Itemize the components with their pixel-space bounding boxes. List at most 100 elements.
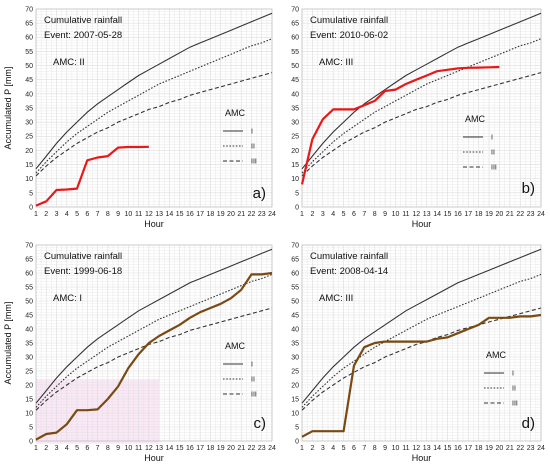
- event-label: Event: 1999-06-18: [44, 266, 122, 277]
- x-tick-label: 18: [207, 445, 215, 452]
- y-tick-label: 35: [291, 105, 299, 112]
- y-tick-label: 50: [25, 298, 33, 305]
- x-tick-label: 8: [106, 445, 110, 452]
- x-tick-label: 8: [106, 211, 110, 218]
- x-tick-label: 6: [85, 445, 89, 452]
- x-tick-label: 19: [217, 445, 225, 452]
- y-tick-label: 15: [291, 162, 299, 169]
- x-tick-label: 12: [145, 211, 153, 218]
- x-tick-label: 9: [383, 445, 387, 452]
- amc-I-curve: [301, 248, 542, 404]
- x-tick-label: 13: [155, 445, 163, 452]
- x-tick-label: 24: [537, 211, 545, 218]
- x-tick-label: 2: [310, 211, 314, 218]
- x-tick-label: 11: [135, 445, 142, 452]
- x-tick-label: 18: [475, 211, 483, 218]
- y-tick-label: 25: [25, 368, 33, 375]
- x-tick-label: 11: [135, 211, 142, 218]
- x-tick-label: 6: [352, 211, 356, 218]
- x-tick-label: 14: [165, 211, 173, 218]
- x-tick-label: 13: [423, 445, 431, 452]
- amc-III-curve: [301, 72, 542, 177]
- legend-title: AMC: [225, 341, 246, 351]
- y-tick-label: 55: [291, 49, 299, 56]
- x-tick-label: 20: [227, 211, 235, 218]
- y-tick-label: 25: [291, 134, 299, 141]
- x-tick-label: 4: [65, 445, 69, 452]
- y-tick-label: 35: [25, 340, 33, 347]
- x-tick-label: 8: [373, 211, 377, 218]
- y-tick-label: 60: [25, 35, 33, 42]
- x-tick-label: 7: [362, 445, 366, 452]
- x-tick-label: 7: [96, 445, 100, 452]
- amc-I-curve: [301, 12, 542, 170]
- x-tick-label: 2: [44, 211, 48, 218]
- amc-I-curve: [35, 12, 273, 170]
- x-tick-label: 7: [96, 211, 100, 218]
- x-tick-label: 17: [196, 445, 204, 452]
- x-tick-label: 16: [454, 445, 462, 452]
- legend-label-I: I: [491, 135, 493, 142]
- y-tick-label: 45: [291, 77, 299, 84]
- x-tick-label: 21: [237, 211, 245, 218]
- y-tick-label: 60: [25, 270, 33, 277]
- y-tick-label: 0: [295, 204, 299, 211]
- y-tick-label: 5: [29, 424, 33, 431]
- y-tick-label: 35: [25, 105, 33, 112]
- x-tick-label: 23: [258, 445, 266, 452]
- y-tick-label: 30: [25, 120, 33, 127]
- x-tick-label: 23: [258, 211, 266, 218]
- x-tick-label: 7: [362, 211, 366, 218]
- legend-label-I: I: [251, 129, 253, 136]
- x-tick-label: 11: [402, 211, 409, 218]
- x-tick-label: 15: [176, 445, 184, 452]
- legend-title: AMC: [486, 350, 507, 360]
- y-axis-title: Accumulated P [mm]: [3, 67, 13, 150]
- x-tick-label: 15: [444, 445, 452, 452]
- x-tick-label: 9: [116, 211, 120, 218]
- y-tick-label: 40: [291, 91, 299, 98]
- amc-II-curve: [301, 38, 542, 174]
- x-tick-label: 17: [196, 211, 204, 218]
- x-tick-label: 4: [331, 445, 335, 452]
- y-tick-label: 50: [291, 298, 299, 305]
- y-tick-label: 15: [291, 396, 299, 403]
- x-tick-label: 22: [516, 445, 524, 452]
- y-tick-label: 40: [25, 326, 33, 333]
- x-tick-label: 2: [44, 445, 48, 452]
- legend-label-II: II: [251, 144, 255, 151]
- legend-title: AMC: [225, 108, 246, 118]
- x-tick-label: 13: [155, 211, 163, 218]
- x-tick-label: 16: [186, 211, 194, 218]
- x-tick-label: 16: [454, 211, 462, 218]
- y-tick-label: 45: [25, 312, 33, 319]
- amc-II-curve: [35, 273, 273, 408]
- y-tick-label: 40: [291, 326, 299, 333]
- x-tick-label: 10: [124, 445, 132, 452]
- event-label: Event: 2007-05-28: [44, 30, 122, 41]
- plot-frame: [301, 244, 542, 442]
- x-tick-label: 3: [321, 211, 325, 218]
- y-tick-label: 70: [25, 6, 33, 13]
- x-tick-label: 17: [464, 445, 472, 452]
- x-tick-label: 16: [186, 445, 194, 452]
- x-tick-label: 3: [55, 211, 59, 218]
- y-tick-label: 20: [291, 148, 299, 155]
- y-tick-label: 25: [291, 368, 299, 375]
- x-tick-label: 19: [217, 211, 225, 218]
- y-tick-label: 5: [295, 424, 299, 431]
- chart-title: Cumulative rainfall: [310, 15, 388, 26]
- y-tick-label: 60: [291, 270, 299, 277]
- x-tick-label: 21: [506, 445, 514, 452]
- y-tick-label: 10: [25, 176, 33, 183]
- y-tick-label: 10: [291, 176, 299, 183]
- x-tick-label: 10: [392, 211, 400, 218]
- x-tick-label: 6: [352, 445, 356, 452]
- x-tick-label: 14: [165, 445, 173, 452]
- x-axis-title: Hour: [144, 219, 164, 229]
